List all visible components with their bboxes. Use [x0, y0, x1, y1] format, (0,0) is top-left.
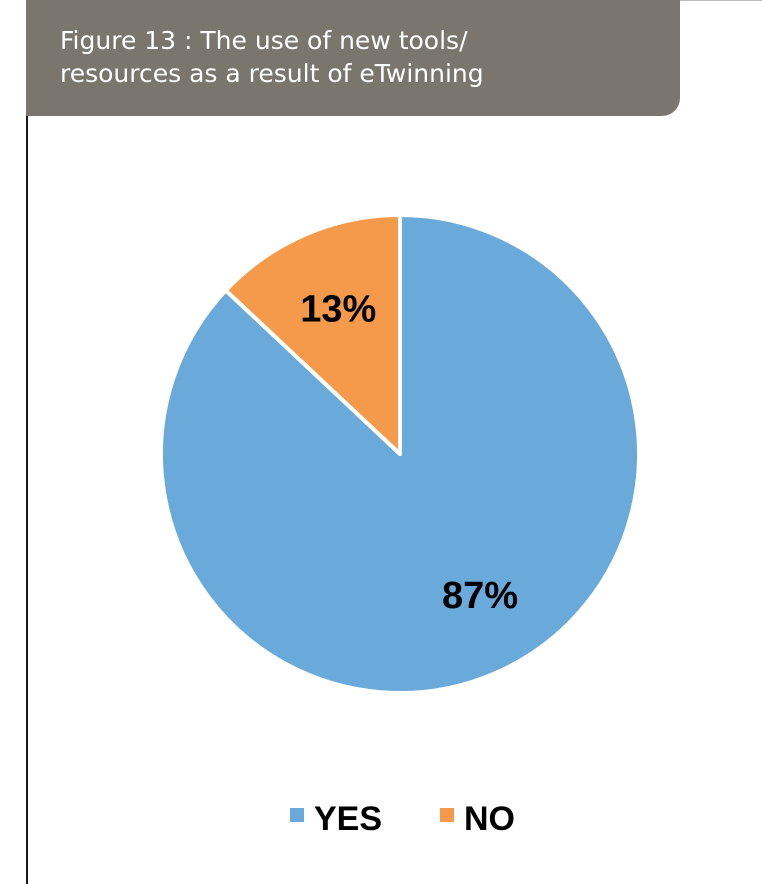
- figure-title-line-1: Figure 13 : The use of new tools/: [60, 26, 468, 55]
- figure-title-line-2: resources as a result of eTwinning: [60, 59, 484, 88]
- pie-slices: [159, 213, 641, 695]
- figure-title-box: Figure 13 : The use of new tools/ resour…: [26, 0, 680, 116]
- legend-label-yes: YES: [314, 800, 382, 838]
- pie-data-labels: 87% 13%: [300, 288, 518, 617]
- pie-slice-yes: [159, 213, 641, 695]
- left-border: [26, 0, 28, 884]
- pie-slice-no: [223, 213, 402, 456]
- legend-swatch-no: [440, 808, 454, 822]
- legend-label-no: NO: [464, 800, 515, 838]
- legend-swatch-yes: [290, 808, 304, 822]
- data-label-no: 13%: [300, 288, 376, 330]
- data-label-yes: 87%: [442, 575, 518, 617]
- chart-legend: YES NO: [290, 800, 515, 838]
